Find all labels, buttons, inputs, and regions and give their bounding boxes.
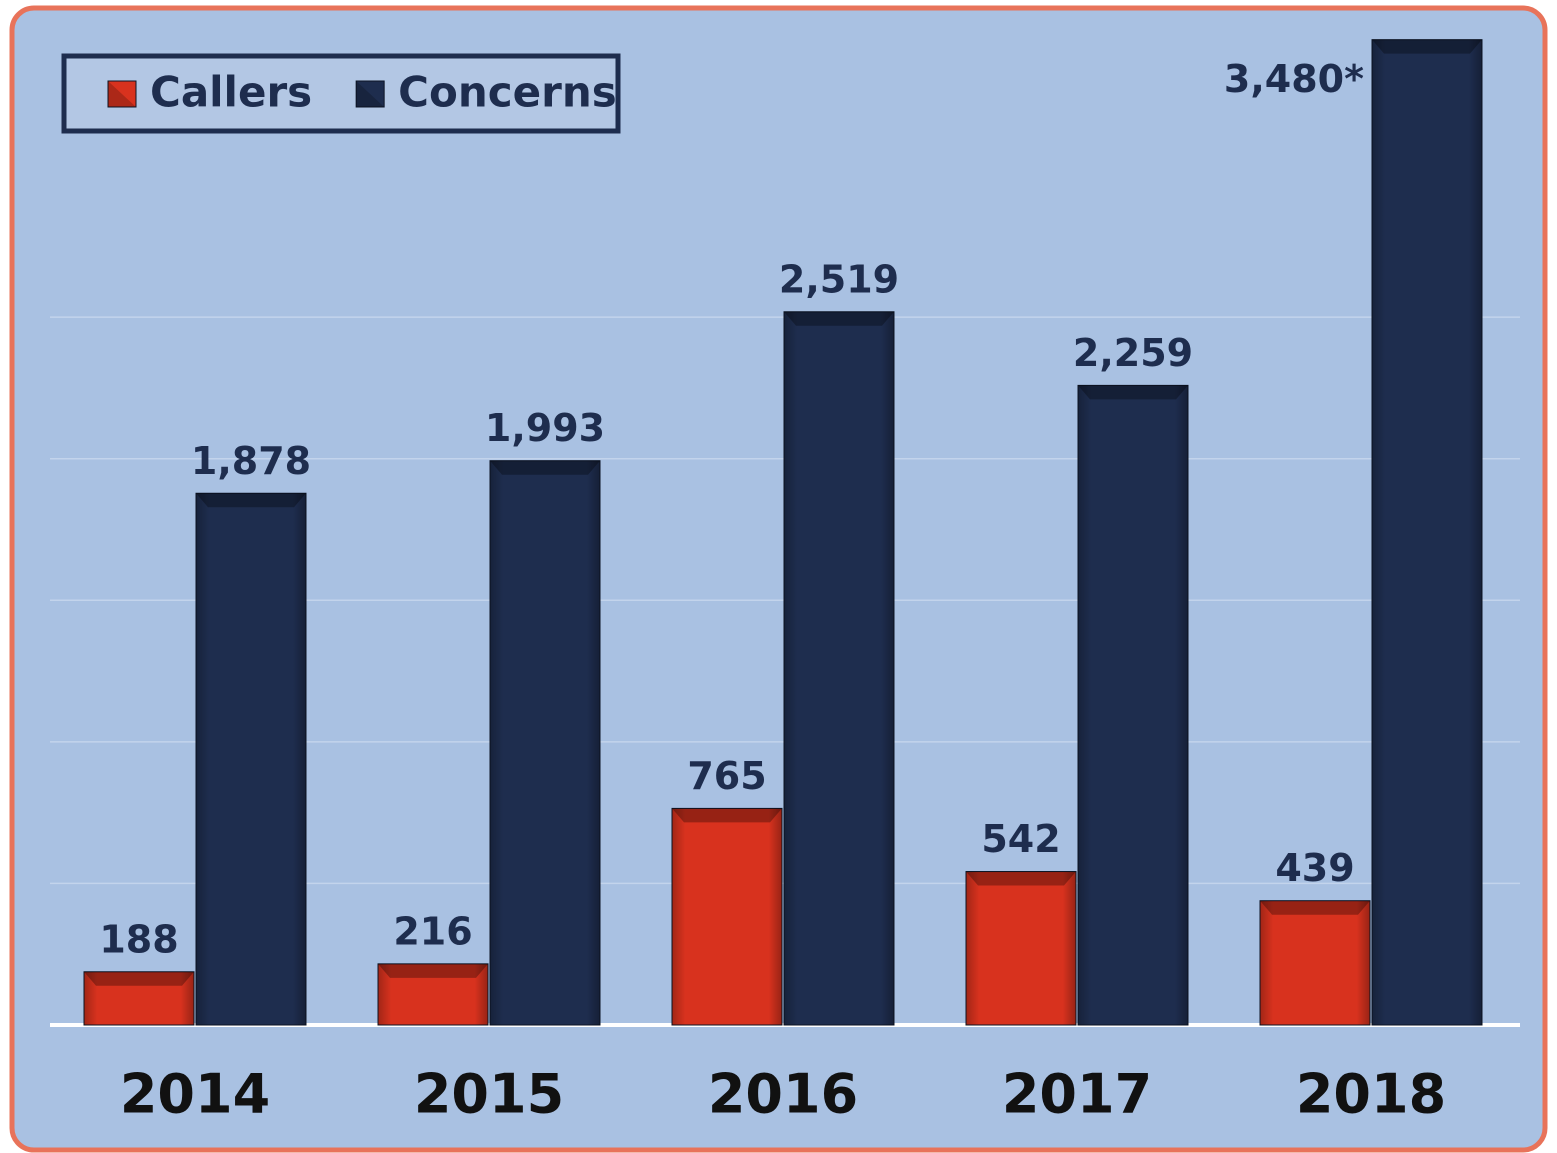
data-label: 216 <box>393 909 472 953</box>
data-label: 188 <box>99 917 178 961</box>
bar-bevel-top <box>378 963 488 978</box>
x-tick-label: 2015 <box>414 1063 564 1126</box>
bar-bevel <box>1372 39 1482 1026</box>
bar-bevel <box>196 493 306 1026</box>
bar-bevel-top <box>84 971 194 986</box>
bar-bevel-top <box>966 871 1076 886</box>
bar-bevel <box>1260 900 1370 1025</box>
legend-swatch-bevel <box>356 81 385 107</box>
legend-swatch-bevel <box>108 81 136 107</box>
bar-bevel-top <box>490 460 600 475</box>
bar-bevel <box>84 971 194 1025</box>
legend-label: Callers <box>150 68 312 117</box>
legend-label: Concerns <box>398 68 617 117</box>
x-tick-label: 2018 <box>1296 1063 1446 1126</box>
bar-bevel <box>1078 385 1188 1026</box>
x-tick-label: 2014 <box>120 1063 270 1126</box>
data-label: 3,480* <box>1224 57 1364 101</box>
bar-bevel <box>966 871 1076 1025</box>
bar-bevel-top <box>784 311 894 326</box>
legend: Callers Concerns <box>61 53 621 134</box>
bar-bevel <box>784 311 894 1025</box>
x-tick-label: 2016 <box>708 1063 858 1126</box>
bar-bevel-top <box>1260 900 1370 915</box>
legend-swatch <box>355 80 385 108</box>
data-label: 439 <box>1275 846 1354 890</box>
bar-bevel-top <box>1372 39 1482 54</box>
bar-bevel <box>672 808 782 1025</box>
bar-bevel-top <box>672 808 782 823</box>
bar-bevel-top <box>196 493 306 508</box>
legend-box <box>61 53 621 134</box>
x-tick-label: 2017 <box>1002 1063 1152 1126</box>
legend-swatch <box>107 80 137 108</box>
data-label: 542 <box>981 817 1060 861</box>
bar-bevel-top <box>1078 385 1188 400</box>
data-label: 765 <box>687 754 766 798</box>
data-label: 1,878 <box>191 439 311 483</box>
bar-bevel <box>378 963 488 1025</box>
data-label: 1,993 <box>485 406 605 450</box>
bar-bevel <box>490 460 600 1025</box>
data-label: 2,519 <box>779 257 899 301</box>
data-label: 2,259 <box>1073 331 1193 375</box>
